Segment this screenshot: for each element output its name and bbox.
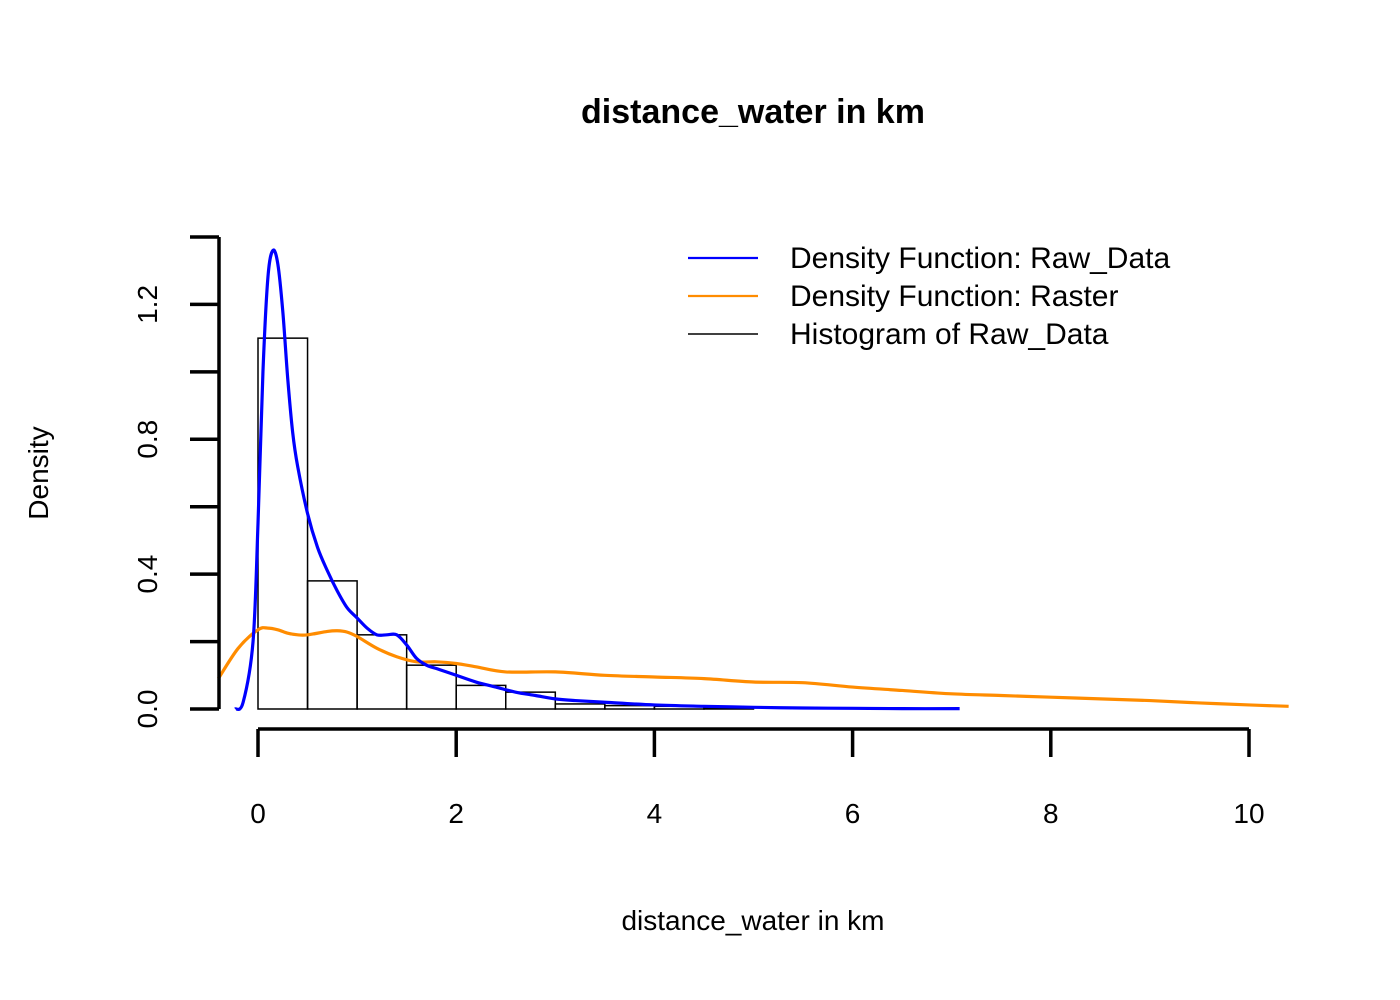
y-tick-label-3: 1.2 [132, 285, 163, 324]
x-tick-label-8: 8 [1043, 798, 1059, 829]
x-tick-label-4: 4 [647, 798, 663, 829]
x-tick-label-0: 0 [250, 798, 266, 829]
y-axis: 0.0 0.4 0.8 1.2 [132, 235, 221, 729]
y-tick-label-0: 0.0 [132, 690, 163, 729]
histogram-bar-1 [306, 580, 358, 710]
x-tick-label-2: 2 [448, 798, 464, 829]
y-tick-label-2: 0.8 [132, 420, 163, 459]
histogram-bar-6 [554, 703, 606, 710]
density-lines [217, 248, 1289, 712]
histogram-bars [257, 337, 755, 710]
density-line-raster [217, 626, 1289, 708]
legend-label-2: Histogram of Raw_Data [790, 318, 1109, 351]
legend: Density Function: Raw_Data Density Functi… [688, 242, 1170, 351]
legend-label-1: Density Function: Raster [790, 280, 1118, 313]
x-tick-label-6: 6 [845, 798, 861, 829]
y-axis-label: Density [23, 426, 54, 519]
x-axis: 0 2 4 6 8 10 [250, 727, 1265, 829]
histogram-bar-5 [505, 691, 557, 710]
x-axis-label: distance_water in km [621, 905, 884, 936]
histogram-bar-0 [257, 337, 309, 710]
histogram-bar-2 [356, 634, 408, 710]
y-tick-label-1: 0.4 [132, 555, 163, 594]
chart-title: distance_water in km [581, 93, 925, 131]
density-line-raw-data [234, 248, 960, 712]
legend-label-0: Density Function: Raw_Data [790, 242, 1170, 275]
x-tick-label-10: 10 [1233, 798, 1264, 829]
